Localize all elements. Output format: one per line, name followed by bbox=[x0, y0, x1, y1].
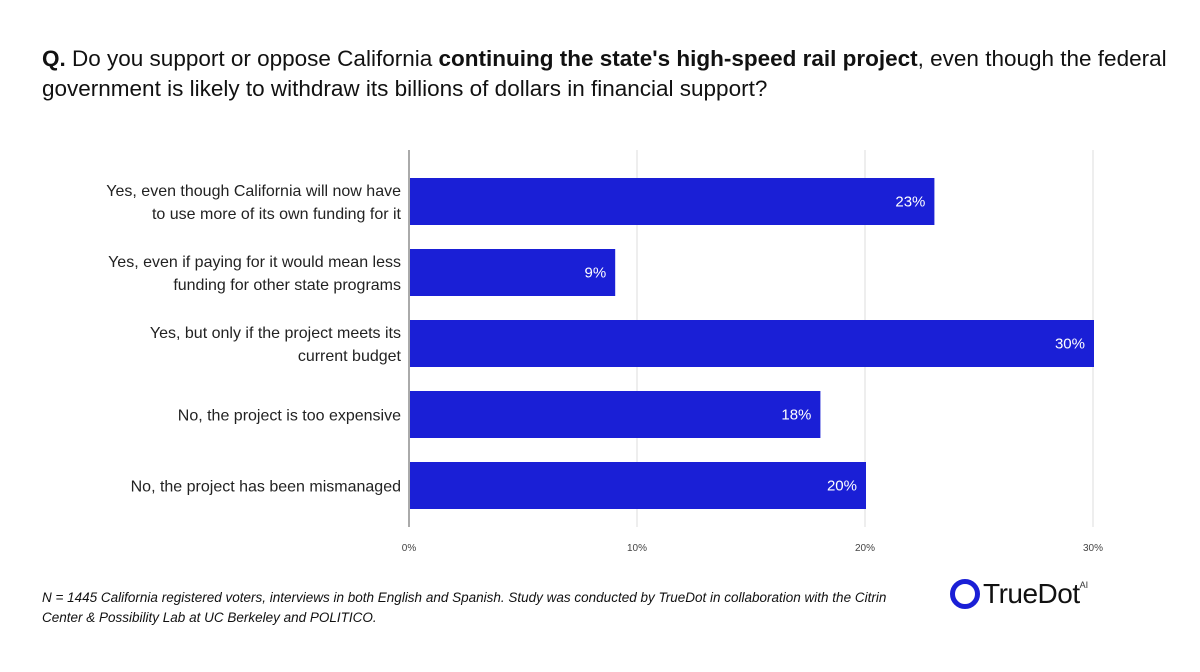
bar bbox=[410, 178, 935, 225]
title-text-2: , even though the federal government is … bbox=[42, 46, 1167, 101]
data-label: 20% bbox=[827, 478, 857, 495]
category-label: Yes, even if paying for it would mean le… bbox=[108, 254, 401, 271]
category-label: funding for other state programs bbox=[173, 277, 401, 294]
title-text-1: Do you support or oppose California bbox=[65, 46, 439, 71]
data-label: 23% bbox=[895, 194, 925, 211]
title-bold: continuing the state's high-speed rail p… bbox=[438, 46, 918, 71]
logo-sup: AI bbox=[1079, 580, 1089, 590]
x-tick-label: 30% bbox=[1083, 543, 1103, 554]
x-tick-label: 0% bbox=[402, 543, 417, 554]
category-label: to use more of its own funding for it bbox=[152, 206, 402, 223]
footnote: N = 1445 California registered voters, i… bbox=[42, 590, 887, 625]
category-label: Yes, but only if the project meets its bbox=[150, 325, 401, 342]
category-label: Yes, even though California will now hav… bbox=[106, 183, 401, 200]
bar bbox=[410, 391, 821, 438]
x-tick-label: 10% bbox=[627, 543, 647, 554]
data-label: 18% bbox=[781, 407, 811, 424]
x-tick-label: 20% bbox=[855, 543, 875, 554]
bar bbox=[410, 462, 866, 509]
bar bbox=[410, 249, 616, 296]
data-label: 30% bbox=[1055, 336, 1085, 353]
question-prefix: Q. bbox=[42, 46, 66, 71]
category-label: current budget bbox=[298, 348, 402, 365]
bar bbox=[410, 320, 1094, 367]
chart-title: Q. Do you support or oppose California c… bbox=[42, 44, 1172, 104]
category-label: No, the project is too expensive bbox=[178, 408, 401, 425]
category-label: No, the project has been mismanaged bbox=[131, 479, 401, 496]
logo-text: TrueDot bbox=[983, 578, 1080, 609]
logo-ring-icon bbox=[950, 579, 980, 609]
data-label: 9% bbox=[585, 265, 607, 282]
truedot-logo: TrueDot AI bbox=[950, 578, 1088, 610]
